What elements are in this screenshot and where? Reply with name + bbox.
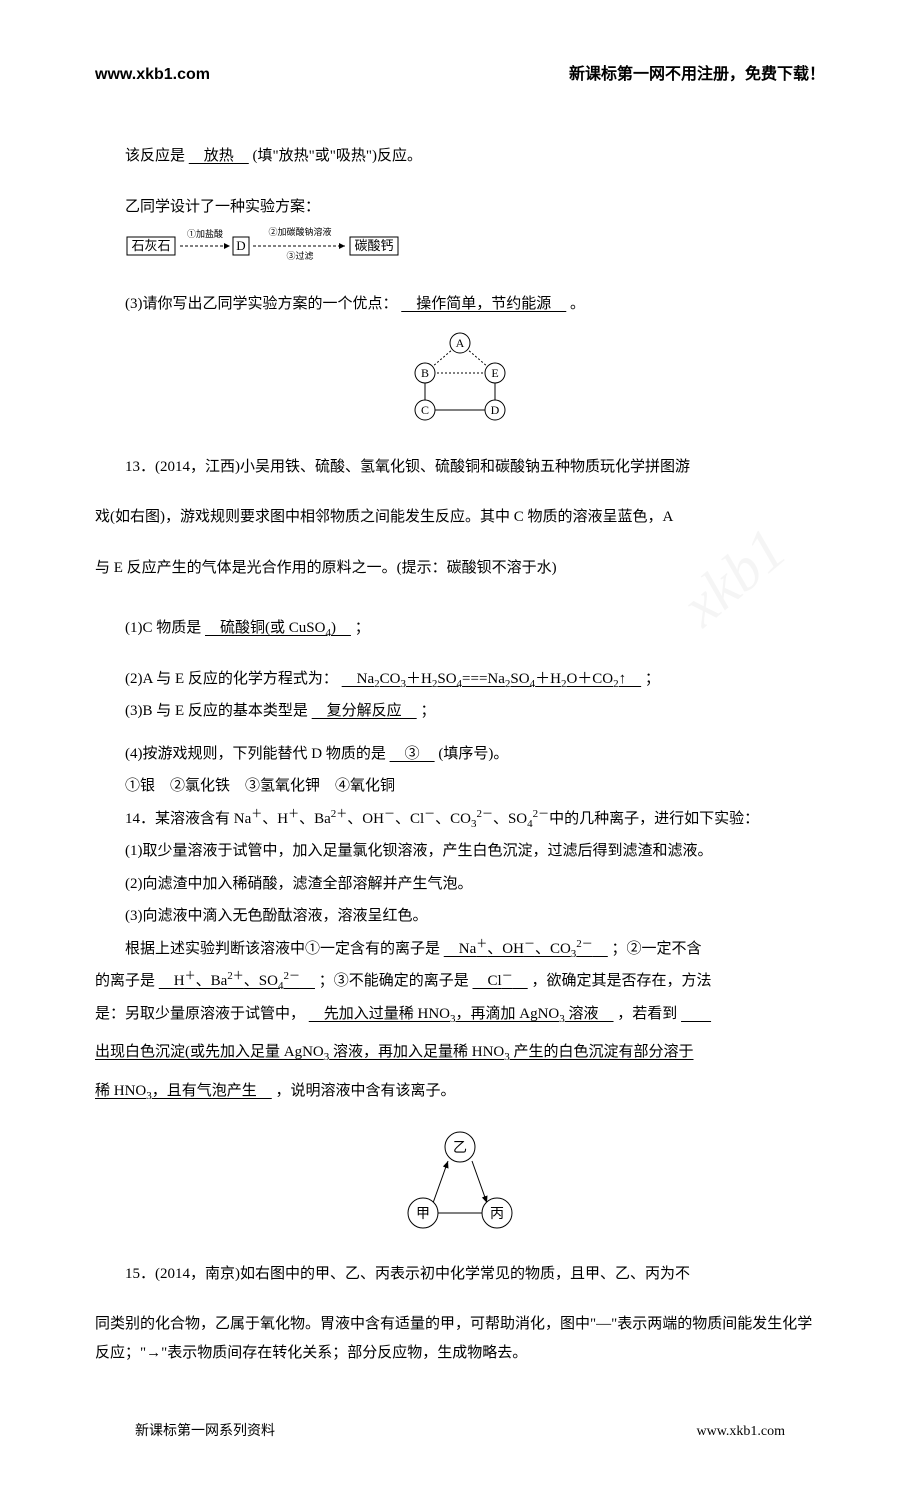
- text: 是：另取少量原溶液于试管中，: [95, 1006, 305, 1022]
- q14-answer-line1: 根据上述实验判断该溶液中①一定含有的离子是 Na＋、OH－、CO32－ ；②一定…: [95, 933, 825, 966]
- pentagon-svg: A B E C D: [395, 328, 525, 428]
- question-14: 14．某溶液含有 Na＋、H＋、Ba2＋、OH－、Cl－、CO32－、SO42－…: [95, 803, 825, 836]
- q13-sub4: (4)按游戏规则，下列能替代 D 物质的是 ③ (填序号)。: [95, 738, 825, 771]
- text: ；: [420, 703, 435, 719]
- text: 根据上述实验判断该溶液中①一定含有的离子是: [125, 941, 440, 957]
- q14-answer-line2: 的离子是 H＋、Ba2＋、SO42－ ；③不能确定的离子是 Cl－ ，欲确定其是…: [95, 965, 825, 998]
- q14-step2: (2)向滤渣中加入稀硝酸，滤渣全部溶解并产生气泡。: [95, 868, 825, 901]
- text: (2)A 与 E 反应的化学方程式为：: [125, 671, 338, 687]
- text: (4)按游戏规则，下列能替代 D 物质的是: [125, 746, 386, 762]
- text: 的离子是: [95, 973, 155, 989]
- answer-blank: 复分解反应: [312, 703, 417, 719]
- answer-blank: 硫酸铜(或 CuSO4): [205, 620, 351, 636]
- question-13-line1: 13．(2014，江西)小吴用铁、硫酸、氢氧化钡、硫酸铜和碳酸钠五种物质玩化学拼…: [95, 451, 825, 484]
- node-yi: 乙: [453, 1140, 467, 1156]
- answer-blank: Cl－: [473, 973, 528, 989]
- answer-blank: ③: [390, 746, 435, 762]
- q14-answer-line5: 稀 HNO3，且有气泡产生 ，说明溶液中含有该离子。: [95, 1075, 825, 1108]
- text: (3)B 与 E 反应的基本类型是: [125, 703, 308, 719]
- node-bing: 丙: [490, 1207, 504, 1222]
- page-container: xkb1 www.xkb1.com 新课标第一网不用注册，免费下载！ 该反应是 …: [0, 0, 920, 1486]
- text: ；②一定不含: [612, 941, 702, 957]
- q13-sub3: (3)B 与 E 反应的基本类型是 复分解反应 ；: [95, 695, 825, 728]
- text: (填序号)。: [438, 746, 508, 762]
- q14-answer-line3: 是：另取少量原溶液于试管中， 先加入过量稀 HNO3，再滴加 AgNO3 溶液 …: [95, 998, 825, 1031]
- text: (1)C 物质是: [125, 620, 201, 636]
- node-c: C: [421, 403, 429, 417]
- paragraph-reaction-type: 该反应是 放热 (填"放热"或"吸热")反应。: [95, 140, 825, 173]
- answer-blank: 出现白色沉淀(或先加入足量 AgNO3 溶液，再加入足量稀 HNO3 产生的白色…: [95, 1044, 694, 1060]
- text: 。: [570, 296, 585, 312]
- text: ，欲确定其是否存在，方法: [531, 973, 711, 989]
- answer-blank: Na2CO3＋H2SO4===Na2SO4＋H2O＋CO2↑: [342, 671, 641, 687]
- text: ；: [645, 671, 660, 687]
- triangle-svg: 乙 甲 丙: [385, 1125, 535, 1235]
- pentagon-diagram: A B E C D: [95, 328, 825, 439]
- scheme-box2: 碳酸钙: [354, 238, 393, 253]
- triangle-diagram: 乙 甲 丙: [95, 1125, 825, 1246]
- q14-step3: (3)向滤液中滴入无色酚酞溶液，溶液呈红色。: [95, 900, 825, 933]
- question-13-line2: 戏(如右图)，游戏规则要求图中相邻物质之间能发生反应。其中 C 物质的溶液呈蓝色…: [95, 501, 825, 534]
- page-header: www.xkb1.com 新课标第一网不用注册，免费下载！: [95, 60, 825, 90]
- text: (填"放热"或"吸热")反应。: [253, 148, 422, 164]
- text: ；: [355, 620, 370, 636]
- node-b: B: [421, 366, 429, 380]
- text: 该反应是: [125, 148, 185, 164]
- question-13-line3: 与 E 反应产生的气体是光合作用的原料之一。(提示：碳酸钡不溶于水): [95, 552, 825, 585]
- scheme-svg: 石灰石 ①加盐酸 D ②加碳酸钠溶液 ③过滤 碳酸钙: [125, 225, 445, 265]
- scheme-arrow1-label: ①加盐酸: [187, 228, 223, 239]
- q13-sub1: (1)C 物质是 硫酸铜(或 CuSO4) ；: [95, 612, 825, 645]
- question-15-line1: 15．(2014，南京)如右图中的甲、乙、丙表示初中化学常见的物质，且甲、乙、丙…: [95, 1258, 825, 1291]
- text: (3)请你写出乙同学实验方案的一个优点：: [125, 296, 398, 312]
- node-jia: 甲: [416, 1207, 430, 1222]
- node-a: A: [456, 336, 465, 350]
- scheme-arrow2-bottom: ③过滤: [286, 250, 313, 261]
- text: ，若看到: [617, 1006, 677, 1022]
- answer-blank: Na＋、OH－、CO32－: [444, 941, 608, 957]
- scheme-mid: D: [236, 238, 245, 253]
- q14-step1: (1)取少量溶液于试管中，加入足量氯化钡溶液，产生白色沉淀，过滤后得到滤渣和滤液…: [95, 835, 825, 868]
- q14-answer-line4: 出现白色沉淀(或先加入足量 AgNO3 溶液，再加入足量稀 HNO3 产生的白色…: [95, 1036, 825, 1069]
- answer-blank: H＋、Ba2＋、SO42－: [159, 973, 315, 989]
- header-title: 新课标第一网不用注册，免费下载！: [569, 60, 825, 90]
- header-url: www.xkb1.com: [95, 60, 210, 90]
- paragraph-scheme-intro: 乙同学设计了一种实验方案：: [95, 191, 825, 224]
- scheme-arrow2-top: ②加碳酸钠溶液: [268, 226, 331, 237]
- node-e: E: [491, 366, 498, 380]
- q13-sub2: (2)A 与 E 反应的化学方程式为： Na2CO3＋H2SO4===Na2SO…: [95, 663, 825, 696]
- footer-right: www.xkb1.com: [696, 1419, 785, 1446]
- text: ，说明溶液中含有该离子。: [276, 1083, 456, 1099]
- paragraph-q3: (3)请你写出乙同学实验方案的一个优点： 操作简单，节约能源 。: [95, 288, 825, 321]
- footer-left: 新课标第一网系列资料: [135, 1419, 275, 1446]
- node-d: D: [491, 403, 500, 417]
- answer-blank: 放热: [189, 148, 249, 164]
- page-footer: 新课标第一网系列资料 www.xkb1.com: [95, 1419, 825, 1446]
- answer-trail: [681, 1006, 711, 1022]
- q13-options: ①银 ②氯化铁 ③氢氧化钾 ④氧化铜: [95, 770, 825, 803]
- question-15-line2: 同类别的化合物，乙属于氧化物。胃液中含有适量的甲，可帮助消化，图中"—"表示两端…: [95, 1308, 825, 1369]
- reaction-scheme: 石灰石 ①加盐酸 D ②加碳酸钠溶液 ③过滤 碳酸钙: [95, 223, 825, 278]
- answer-blank: 先加入过量稀 HNO3，再滴加 AgNO3 溶液: [309, 1006, 614, 1022]
- text: ；③不能确定的离子是: [319, 973, 469, 989]
- scheme-box1: 石灰石: [131, 238, 170, 253]
- answer-blank: 操作简单，节约能源: [401, 296, 566, 312]
- answer-blank: 稀 HNO3，且有气泡产生: [95, 1083, 272, 1099]
